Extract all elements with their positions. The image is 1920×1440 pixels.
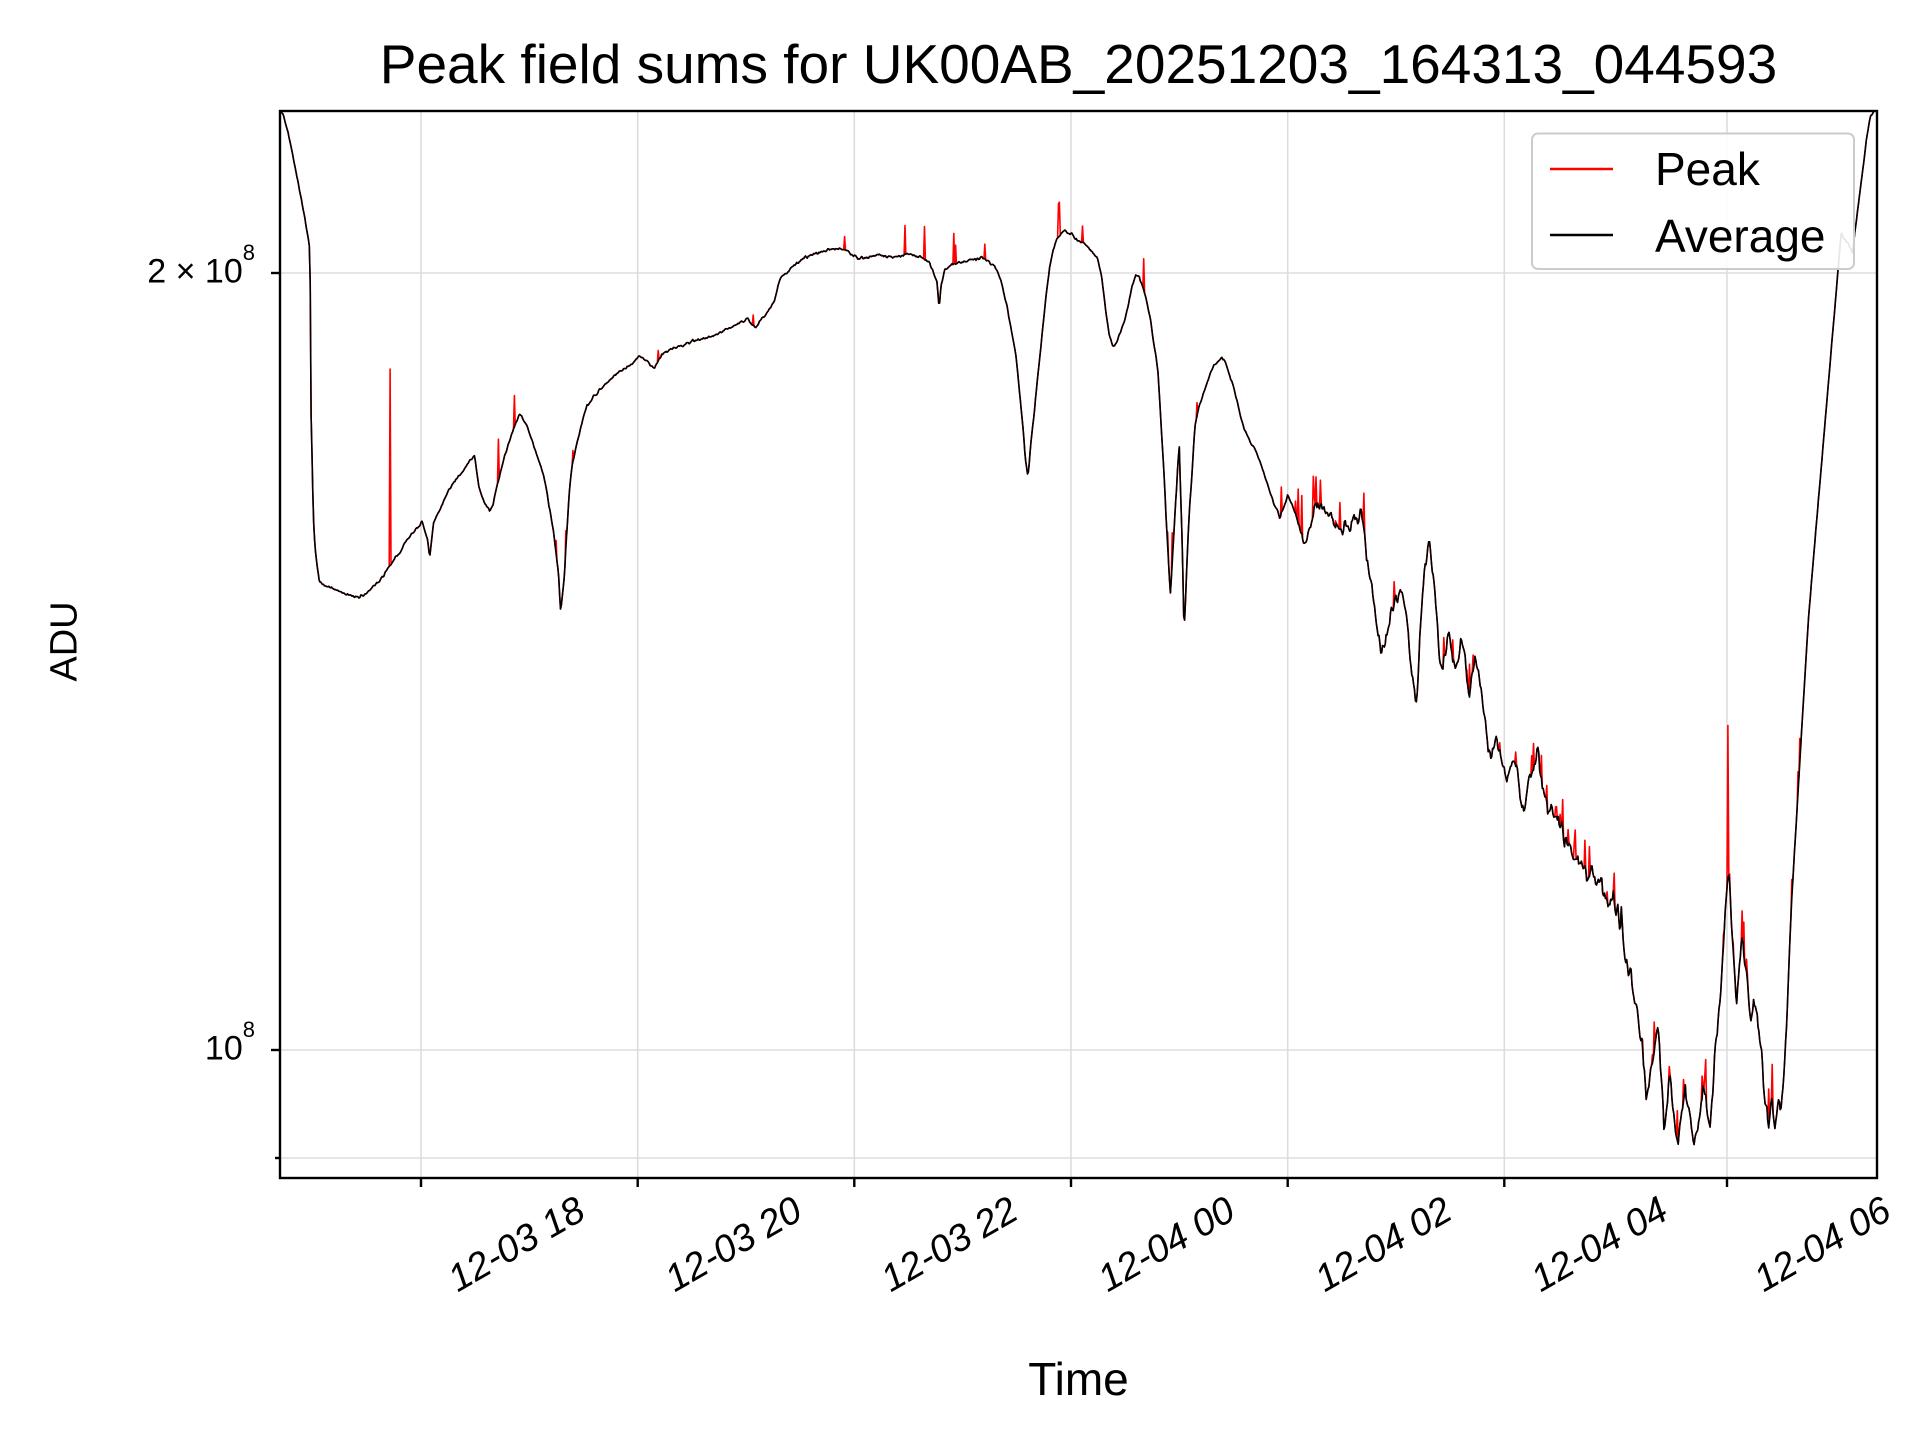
svg-text:Average: Average: [1655, 210, 1826, 262]
svg-text:Peak: Peak: [1655, 143, 1761, 195]
